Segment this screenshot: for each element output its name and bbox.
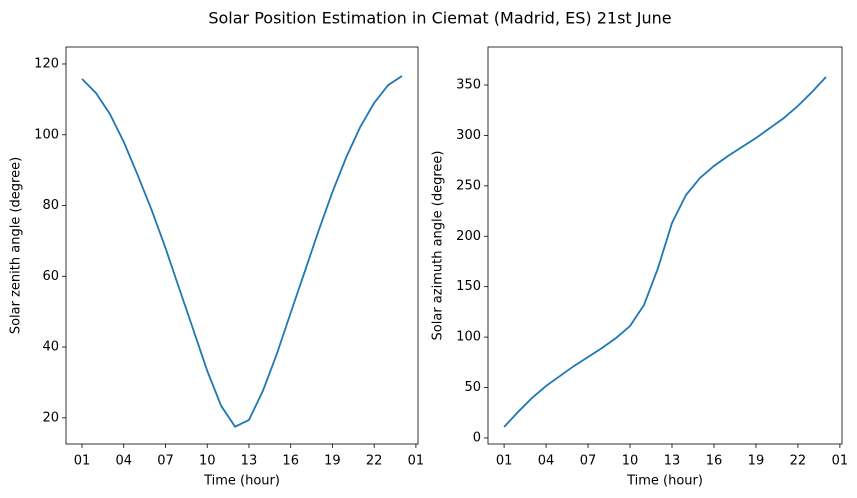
x-tick-label: 10 xyxy=(622,454,639,469)
axes-frame xyxy=(65,46,419,445)
y-tick-label: 100 xyxy=(456,330,481,345)
data-line xyxy=(503,76,827,428)
y-tick-label: 40 xyxy=(42,340,59,355)
x-tick-label: 22 xyxy=(790,454,807,469)
y-tick-label: 200 xyxy=(456,229,481,244)
y-tick-label: 100 xyxy=(34,127,59,142)
y-tick-label: 120 xyxy=(34,56,59,71)
x-tick-label: 22 xyxy=(366,454,383,469)
y-tick-label: 150 xyxy=(456,279,481,294)
y-tick-label: 60 xyxy=(42,269,59,284)
y-axis-label: Solar azimuth angle (degree) xyxy=(431,151,446,341)
x-tick-label: 04 xyxy=(115,454,132,469)
x-axis-label: Time (hour) xyxy=(203,474,280,489)
y-tick-label: 50 xyxy=(464,380,481,395)
x-tick-label: 07 xyxy=(157,454,174,469)
x-tick-label: 04 xyxy=(538,454,555,469)
x-tick-label: 19 xyxy=(324,454,341,469)
x-tick-label: 10 xyxy=(199,454,216,469)
figure-title: Solar Position Estimation in Ciemat (Mad… xyxy=(208,9,671,28)
y-tick-label: 0 xyxy=(473,430,481,445)
x-tick-label: 13 xyxy=(664,454,681,469)
x-tick-label: 13 xyxy=(241,454,258,469)
y-tick-label: 80 xyxy=(42,198,59,213)
axes-frame xyxy=(487,46,843,445)
x-tick-label: 01 xyxy=(74,454,91,469)
y-tick-label: 300 xyxy=(456,128,481,143)
y-tick-label: 20 xyxy=(42,410,59,425)
data-line xyxy=(81,75,403,428)
x-tick-label: 07 xyxy=(580,454,597,469)
y-tick-label: 350 xyxy=(456,78,481,93)
x-tick-label: 16 xyxy=(706,454,723,469)
x-tick-label: 01 xyxy=(496,454,513,469)
x-tick-label: 01 xyxy=(832,454,849,469)
y-axis-label: Solar zenith angle (degree) xyxy=(9,157,24,334)
x-axis-label: Time (hour) xyxy=(626,474,703,489)
x-tick-label: 01 xyxy=(408,454,425,469)
x-tick-label: 16 xyxy=(282,454,299,469)
y-tick-label: 250 xyxy=(456,178,481,193)
x-tick-label: 19 xyxy=(748,454,765,469)
